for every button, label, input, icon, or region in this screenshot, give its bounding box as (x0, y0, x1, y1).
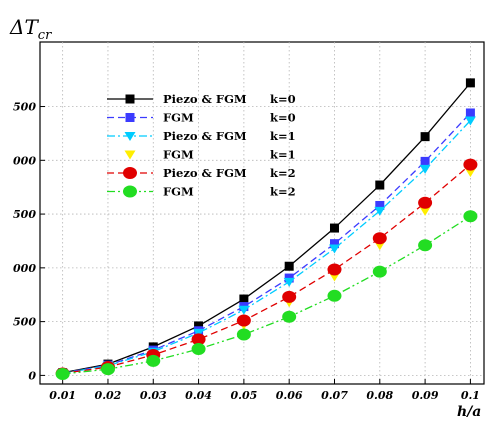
x-tick-label: 0.04 (185, 389, 212, 402)
x-tick-label: 0.05 (230, 389, 257, 402)
data-point (146, 354, 161, 367)
data-point (282, 290, 297, 303)
y-tick-label: 500 (13, 316, 36, 329)
legend: Piezo & FGM k=0 FGM k=0 Piezo & FGM k=1 FGM k=1… (107, 92, 296, 199)
data-point (239, 294, 249, 304)
legend-marker (124, 150, 136, 160)
data-point (191, 343, 206, 356)
series-group (55, 78, 478, 380)
data-point (372, 232, 387, 245)
legend-k: k=1 (270, 148, 296, 162)
legend-marker (124, 132, 136, 141)
y-axis-label: ΔTcr (9, 15, 52, 43)
series-line (62, 82, 471, 374)
x-tick-label: 0.01 (49, 389, 76, 402)
legend-label: Piezo & FGM (163, 129, 247, 143)
y-tick-label: 500 (13, 208, 36, 221)
data-point (283, 277, 295, 287)
legend-label: FGM (163, 148, 194, 162)
data-point (465, 78, 475, 88)
data-point (420, 156, 430, 166)
data-point (236, 314, 251, 327)
data-point (327, 289, 342, 302)
data-point (418, 239, 433, 252)
data-point (465, 108, 475, 118)
legend-label: FGM (163, 185, 194, 199)
x-tick-label: 0.03 (140, 389, 167, 402)
legend-marker (125, 94, 135, 104)
data-point (55, 367, 70, 380)
data-point (375, 200, 385, 210)
y-ticks: 0 500 000 500 000 500 (13, 101, 45, 382)
legend-label: Piezo & FGM (163, 166, 247, 180)
legend-k: k=0 (270, 92, 296, 106)
y-tick-label: 0 (28, 369, 36, 382)
data-point (284, 261, 294, 271)
series-line (62, 120, 471, 374)
x-axis-label: h/a (457, 404, 481, 420)
data-point (100, 363, 115, 376)
y-tick-label: 500 (13, 101, 36, 114)
data-point (463, 158, 478, 171)
x-tick-label: 0.07 (321, 389, 348, 402)
data-point (420, 132, 430, 142)
data-point (419, 206, 431, 216)
data-point (375, 180, 385, 190)
legend-k: k=2 (270, 185, 296, 199)
data-point (236, 328, 251, 341)
legend-k: k=2 (270, 166, 296, 180)
legend-label: FGM (163, 111, 194, 125)
series-line (62, 164, 471, 375)
data-point (418, 196, 433, 209)
x-ticks: 0.01 0.02 0.03 0.04 0.05 0.06 0.07 0.08 0.09 0.1 (49, 379, 480, 402)
legend-marker (125, 113, 135, 122)
data-point (191, 333, 206, 346)
data-point (463, 210, 478, 223)
x-tick-label: 0.08 (366, 389, 393, 402)
data-point (464, 168, 476, 178)
data-point (464, 116, 476, 126)
data-point (329, 239, 339, 249)
x-tick-label: 0.09 (412, 389, 439, 402)
series-line (62, 112, 471, 374)
y-tick-label: 000 (13, 154, 36, 167)
legend-k: k=0 (270, 111, 296, 125)
data-point (282, 310, 297, 323)
legend-label: Piezo & FGM (163, 92, 247, 106)
data-point (328, 244, 340, 254)
plot-area (39, 41, 485, 385)
legend-marker (123, 185, 137, 198)
series-line (62, 215, 471, 375)
legend-k: k=1 (270, 129, 296, 143)
data-point (327, 263, 342, 276)
data-point (419, 164, 431, 174)
x-tick-label: 0.1 (461, 389, 480, 402)
data-point (372, 265, 387, 278)
data-point (374, 206, 386, 216)
data-point (329, 223, 339, 233)
legend-marker (123, 167, 137, 179)
y-tick-label: 000 (13, 262, 36, 275)
x-tick-label: 0.06 (276, 389, 303, 402)
x-tick-label: 0.02 (95, 389, 122, 402)
data-point (238, 305, 250, 315)
data-point (194, 321, 204, 331)
